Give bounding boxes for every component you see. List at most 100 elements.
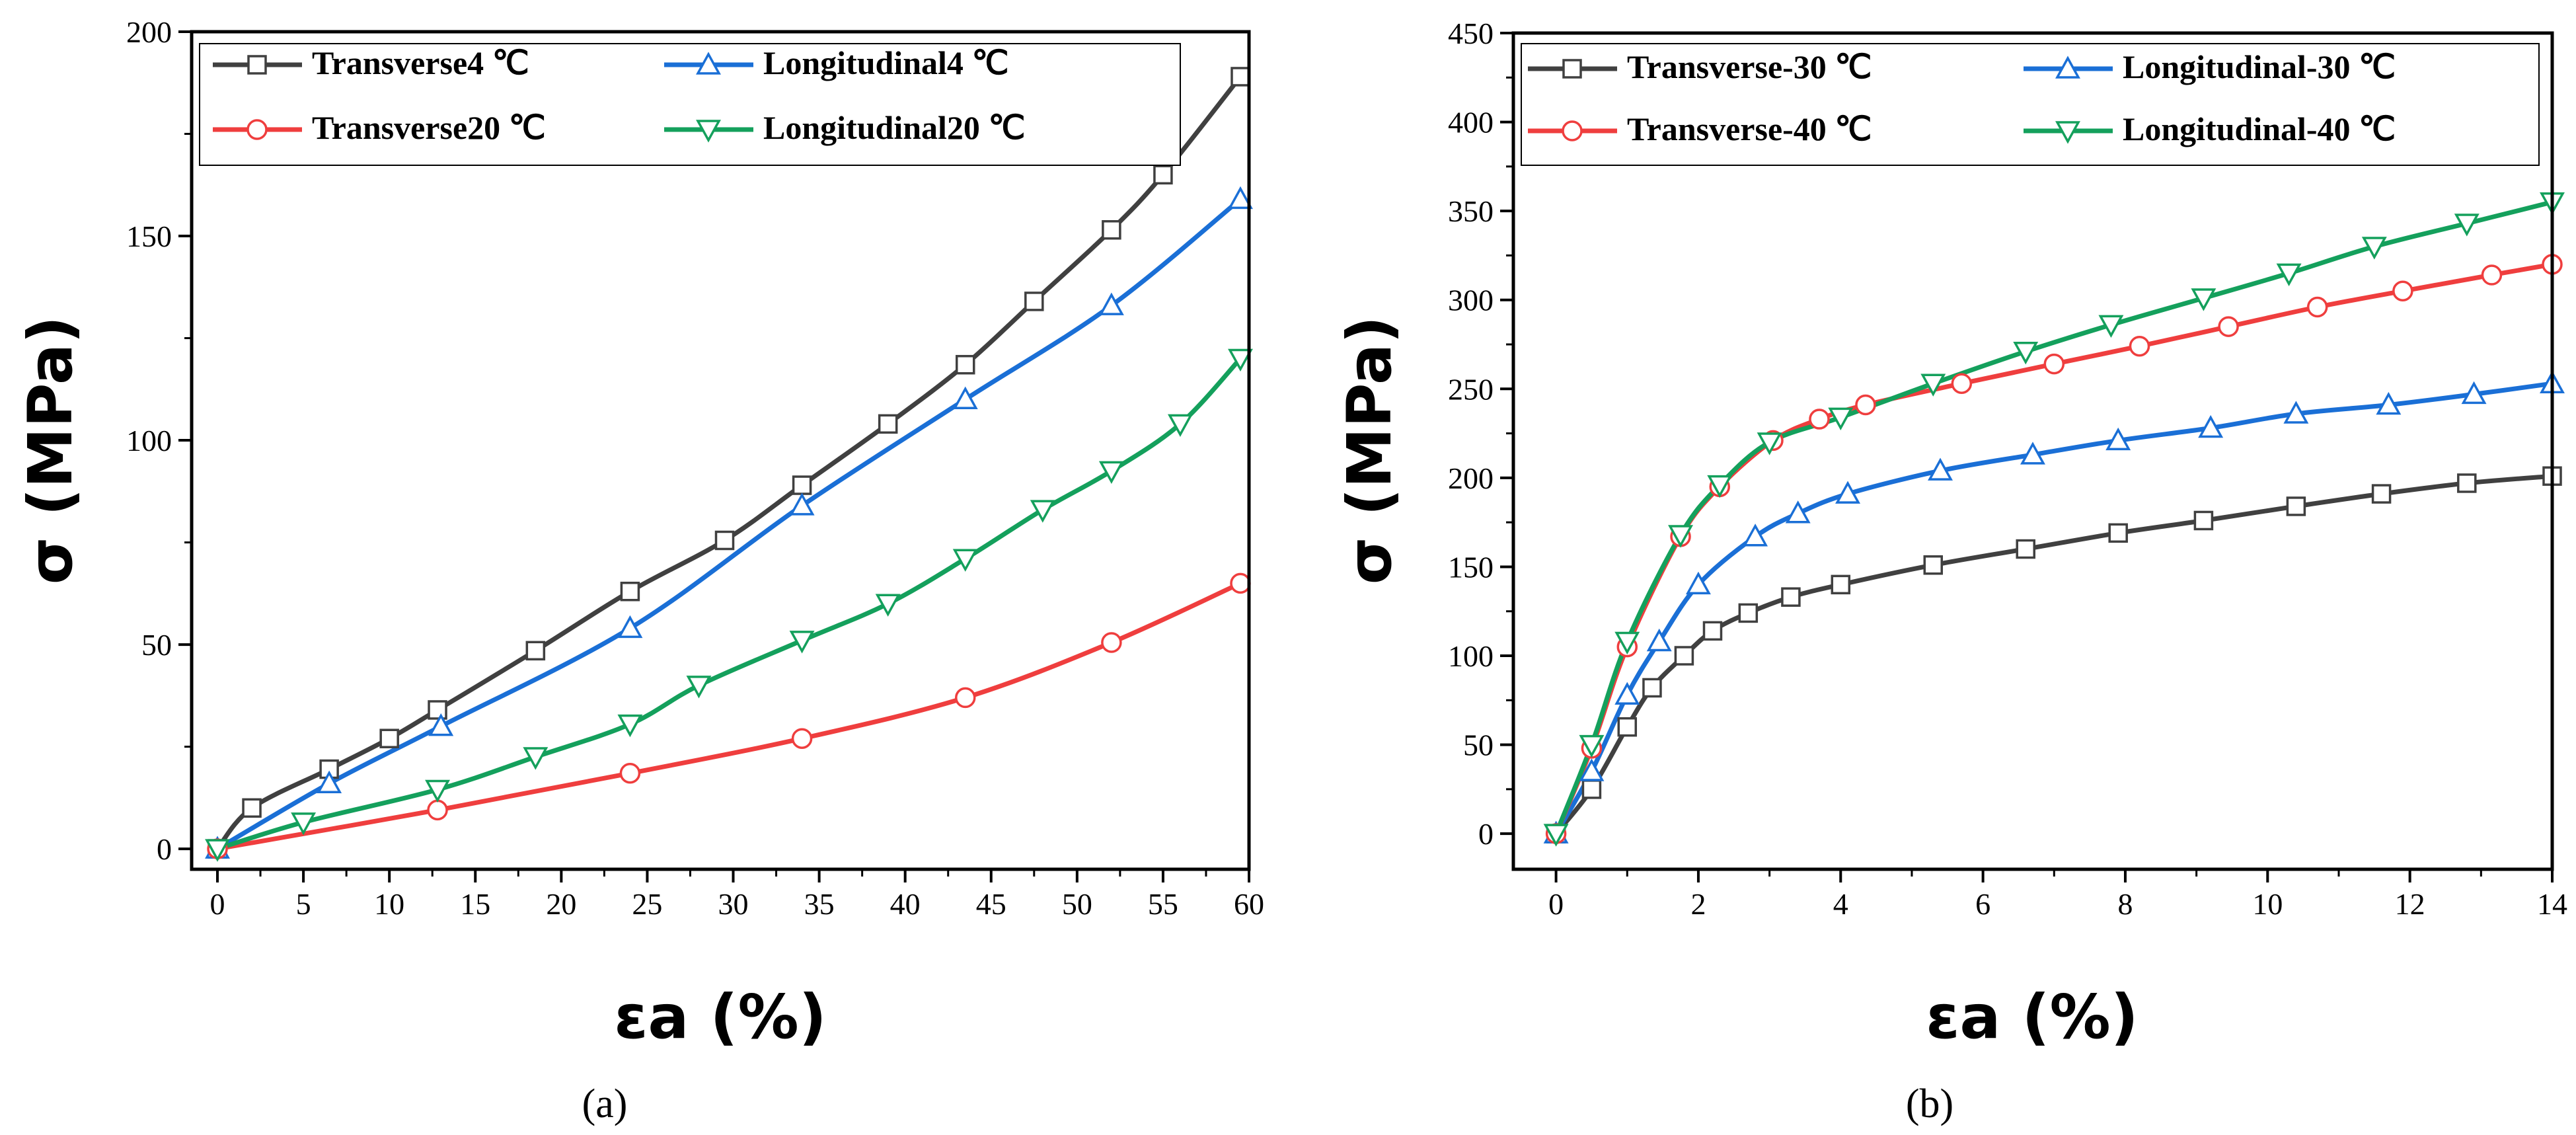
panel-b-data-point <box>1707 475 1733 498</box>
panel-a-y-tick-label: 50 <box>141 628 172 662</box>
panel-a-data-point <box>620 581 640 602</box>
panel-b-x-tick-label: 6 <box>1975 887 1990 921</box>
panel-b-data-point <box>1579 734 1605 758</box>
panel-b-data-point <box>2020 442 2045 465</box>
panel-a-data-point <box>1101 632 1122 653</box>
panel-a-legend-label: Transverse20 ℃ <box>312 109 546 146</box>
panel-b-data-point <box>1702 621 1723 641</box>
panel-b-data-point <box>1831 574 1851 595</box>
panel-b-y-tick-label: 100 <box>1448 639 1494 673</box>
panel-b-y-tick-label: 250 <box>1448 372 1494 406</box>
panel-b-x-tick-label: 10 <box>2252 887 2283 921</box>
panel-b-data-point <box>1928 457 1953 481</box>
panel-b-series <box>1554 200 2555 836</box>
panel-b-data-point <box>1617 717 1638 737</box>
panel-b-legend-marker <box>1562 120 1583 141</box>
panel-a-data-point <box>617 615 643 639</box>
panel-a-data-point <box>242 798 262 818</box>
panel-a: 0 5 10 15 20 25 30 35 40 45 50 55 60 0 50 100 150 200 Tra… <box>15 15 1264 1126</box>
panel-a-data-point <box>1153 165 1173 185</box>
panel-a-data-point <box>686 676 712 699</box>
panel-b-data-point <box>2461 381 2487 405</box>
panel-b-data-point <box>2193 510 2214 531</box>
panel-a-series-line-1 <box>215 196 1243 851</box>
panel-b-y-tick-label: 200 <box>1448 461 1494 495</box>
panel-b-data-point <box>2361 237 2387 260</box>
panel-a-data-point <box>1098 292 1124 315</box>
panel-b-y-tick-label: 150 <box>1448 550 1494 584</box>
panel-b-data-point <box>1809 409 1830 430</box>
panel-a-x-tick-label: 45 <box>976 887 1006 921</box>
panel-a-data-point <box>955 354 975 375</box>
panel-a-x-tick-label: 5 <box>296 887 311 921</box>
panel-b-data-point <box>2283 401 2309 424</box>
panel-b-data-point <box>1685 571 1711 595</box>
panel-b-data-point <box>1646 628 1672 652</box>
panel-a-markers <box>205 67 1253 862</box>
panel-a-x-tick-label: 55 <box>1148 887 1178 921</box>
panel-b-data-point <box>1579 758 1605 781</box>
panel-a-legend-label: Transverse4 ℃ <box>312 44 529 81</box>
panel-b-y-tick-label: 450 <box>1448 17 1494 50</box>
panel-a-caption: (a) <box>582 1081 628 1126</box>
panel-a-data-point <box>791 728 813 749</box>
panel-b-data-point <box>1614 682 1640 705</box>
panel-a-data-point <box>789 492 815 516</box>
panel-a-legend-marker <box>247 55 267 75</box>
panel-a-x-axis-title: εa (%) <box>614 982 827 1052</box>
panel-b-x-tick-label: 0 <box>1548 887 1564 921</box>
panel-b-series-line-1 <box>1554 381 2555 836</box>
panel-b-legend-label: Longitudinal-30 ℃ <box>2123 48 2396 85</box>
panel-a-y-tick-label: 200 <box>126 15 172 49</box>
panel-b-data-point <box>2108 523 2128 543</box>
panel-b-data-point <box>1757 432 1782 455</box>
panel-b-caption: (b) <box>1906 1081 1953 1126</box>
panel-b-x-axis-title: εa (%) <box>1926 982 2139 1052</box>
panel-a-legend-marker <box>696 120 721 143</box>
panel-b-data-point <box>2098 315 2124 338</box>
panel-b-legend-label: Transverse-30 ℃ <box>1627 48 1872 85</box>
panel-a-x-tick-label: 10 <box>374 887 404 921</box>
panel-b-data-point <box>2371 484 2392 504</box>
panel-b-data-point <box>1923 555 1944 575</box>
panel-b-data-point <box>2129 335 2150 357</box>
panel-a-data-point <box>1228 186 1253 210</box>
panel-a-x-tick-label: 20 <box>546 887 576 921</box>
panel-a-data-point <box>952 386 978 409</box>
panel-b-data-point <box>2392 280 2413 302</box>
panel-b-data-point <box>2105 427 2131 451</box>
panel-b-data-point <box>1642 678 1662 698</box>
panel-b: 0 2 4 6 8 10 12 14 0 50 100 150 200 250 300 350 400 450 T… <box>1334 17 2567 1126</box>
panel-a-legend-marker <box>246 119 268 140</box>
panel-b-data-point <box>2198 414 2224 438</box>
panel-a-data-point <box>317 770 342 793</box>
panel-a-data-point <box>1098 461 1124 485</box>
panel-b-data-point <box>2276 263 2302 286</box>
panel-b-data-point <box>1785 500 1811 524</box>
panel-b-x-tick-label: 2 <box>1690 887 1706 921</box>
panel-b-plot-frame <box>1511 31 2554 871</box>
panel-a-x-tick-label: 30 <box>718 887 749 921</box>
panel-a-data-point <box>619 763 641 784</box>
panel-a-x-tick-label: 50 <box>1062 887 1092 921</box>
panel-b-data-point <box>2306 296 2328 318</box>
panel-a-ticks: 0 5 10 15 20 25 30 35 40 45 50 55 60 0 50 100 150 200 <box>126 15 1264 921</box>
panel-a-data-point <box>523 747 549 770</box>
panel-a-y-tick-label: 0 <box>157 832 172 866</box>
panel-b-data-point <box>1743 524 1768 547</box>
panel-a-data-point <box>1024 292 1044 311</box>
panel-a-data-point <box>792 475 812 495</box>
panel-b-y-tick-label: 0 <box>1478 817 1494 851</box>
panel-a-plot-frame <box>190 30 1251 871</box>
panel-b-data-point <box>1738 603 1759 623</box>
panel-a-data-point <box>952 549 978 572</box>
panel-b-legend-marker <box>1562 59 1582 79</box>
panel-b-data-point <box>1835 481 1861 504</box>
panel-b-ticks: 0 2 4 6 8 10 12 14 0 50 100 150 200 250 300 350 400 450 <box>1448 17 2567 921</box>
panel-b-x-tick-label: 4 <box>1833 887 1848 921</box>
panel-b-data-point <box>2481 264 2503 286</box>
panel-b-data-point <box>1614 631 1640 655</box>
panel-b-y-tick-label: 50 <box>1463 728 1494 762</box>
